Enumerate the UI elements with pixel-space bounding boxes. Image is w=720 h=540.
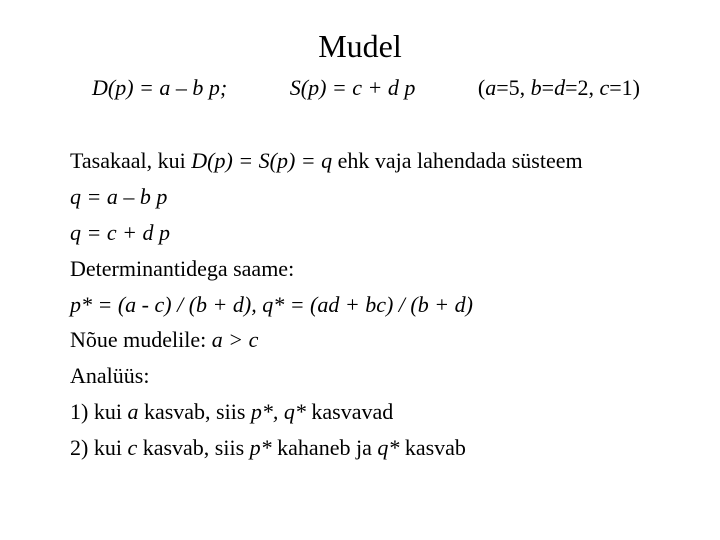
- line-analysis-2: 2) kui c kasvab, siis p* kahaneb ja q* k…: [70, 432, 650, 464]
- text-1-num: 1) kui: [70, 399, 127, 424]
- param-d: d: [554, 75, 565, 100]
- text-1-pq: p*, q*: [251, 399, 306, 424]
- text-2-q: q*: [377, 435, 399, 460]
- param-a-val: =5,: [496, 75, 530, 100]
- slide-title: Mudel: [70, 28, 650, 65]
- text-1-end: kasvavad: [306, 399, 393, 424]
- text-noue-pre: Nõue mudelile:: [70, 327, 212, 352]
- line-pstar-qstar: p* = (a - c) / (b + d), q* = (ad + bc) /…: [70, 289, 650, 321]
- text-1-mid: kasvab, siis: [138, 399, 250, 424]
- param-eq: =: [542, 75, 554, 100]
- line-analysis-1: 1) kui a kasvab, siis p*, q* kasvavad: [70, 396, 650, 428]
- paren-close: =1): [609, 75, 640, 100]
- line-anal: Analüüs:: [70, 360, 650, 392]
- text-2-mid2: kahaneb ja: [272, 435, 378, 460]
- text-noue-cond: a > c: [212, 327, 259, 352]
- formula-demand: D(p) = a – b p;: [92, 75, 227, 101]
- text-2-p: p*: [250, 435, 272, 460]
- param-a: a: [485, 75, 496, 100]
- slide: Mudel D(p) = a – b p; S(p) = c + d p (a=…: [0, 0, 720, 540]
- text-tasakaal-pre: Tasakaal, kui: [70, 148, 191, 173]
- text-2-num: 2) kui: [70, 435, 127, 460]
- line-q2: q = c + d p: [70, 217, 650, 249]
- text-2-c: c: [127, 435, 137, 460]
- param-c: c: [599, 75, 609, 100]
- formula-params: (a=5, b=d=2, c=1): [478, 75, 640, 101]
- text-tasakaal-post: ehk vaja lahendada süsteem: [332, 148, 582, 173]
- text-tasakaal-eq: D(p) = S(p) = q: [191, 148, 332, 173]
- line-noue: Nõue mudelile: a > c: [70, 324, 650, 356]
- formula-row: D(p) = a – b p; S(p) = c + d p (a=5, b=d…: [70, 75, 650, 101]
- slide-body: Tasakaal, kui D(p) = S(p) = q ehk vaja l…: [70, 145, 650, 464]
- formula-supply: S(p) = c + d p: [290, 75, 416, 101]
- text-2-end: kasvab: [399, 435, 466, 460]
- param-b: b: [531, 75, 542, 100]
- line-q1: q = a – b p: [70, 181, 650, 213]
- param-d-val: =2,: [565, 75, 599, 100]
- text-1-a: a: [127, 399, 138, 424]
- line-determinants: Determinantidega saame:: [70, 253, 650, 285]
- line-equilibrium: Tasakaal, kui D(p) = S(p) = q ehk vaja l…: [70, 145, 650, 177]
- text-2-mid: kasvab, siis: [137, 435, 249, 460]
